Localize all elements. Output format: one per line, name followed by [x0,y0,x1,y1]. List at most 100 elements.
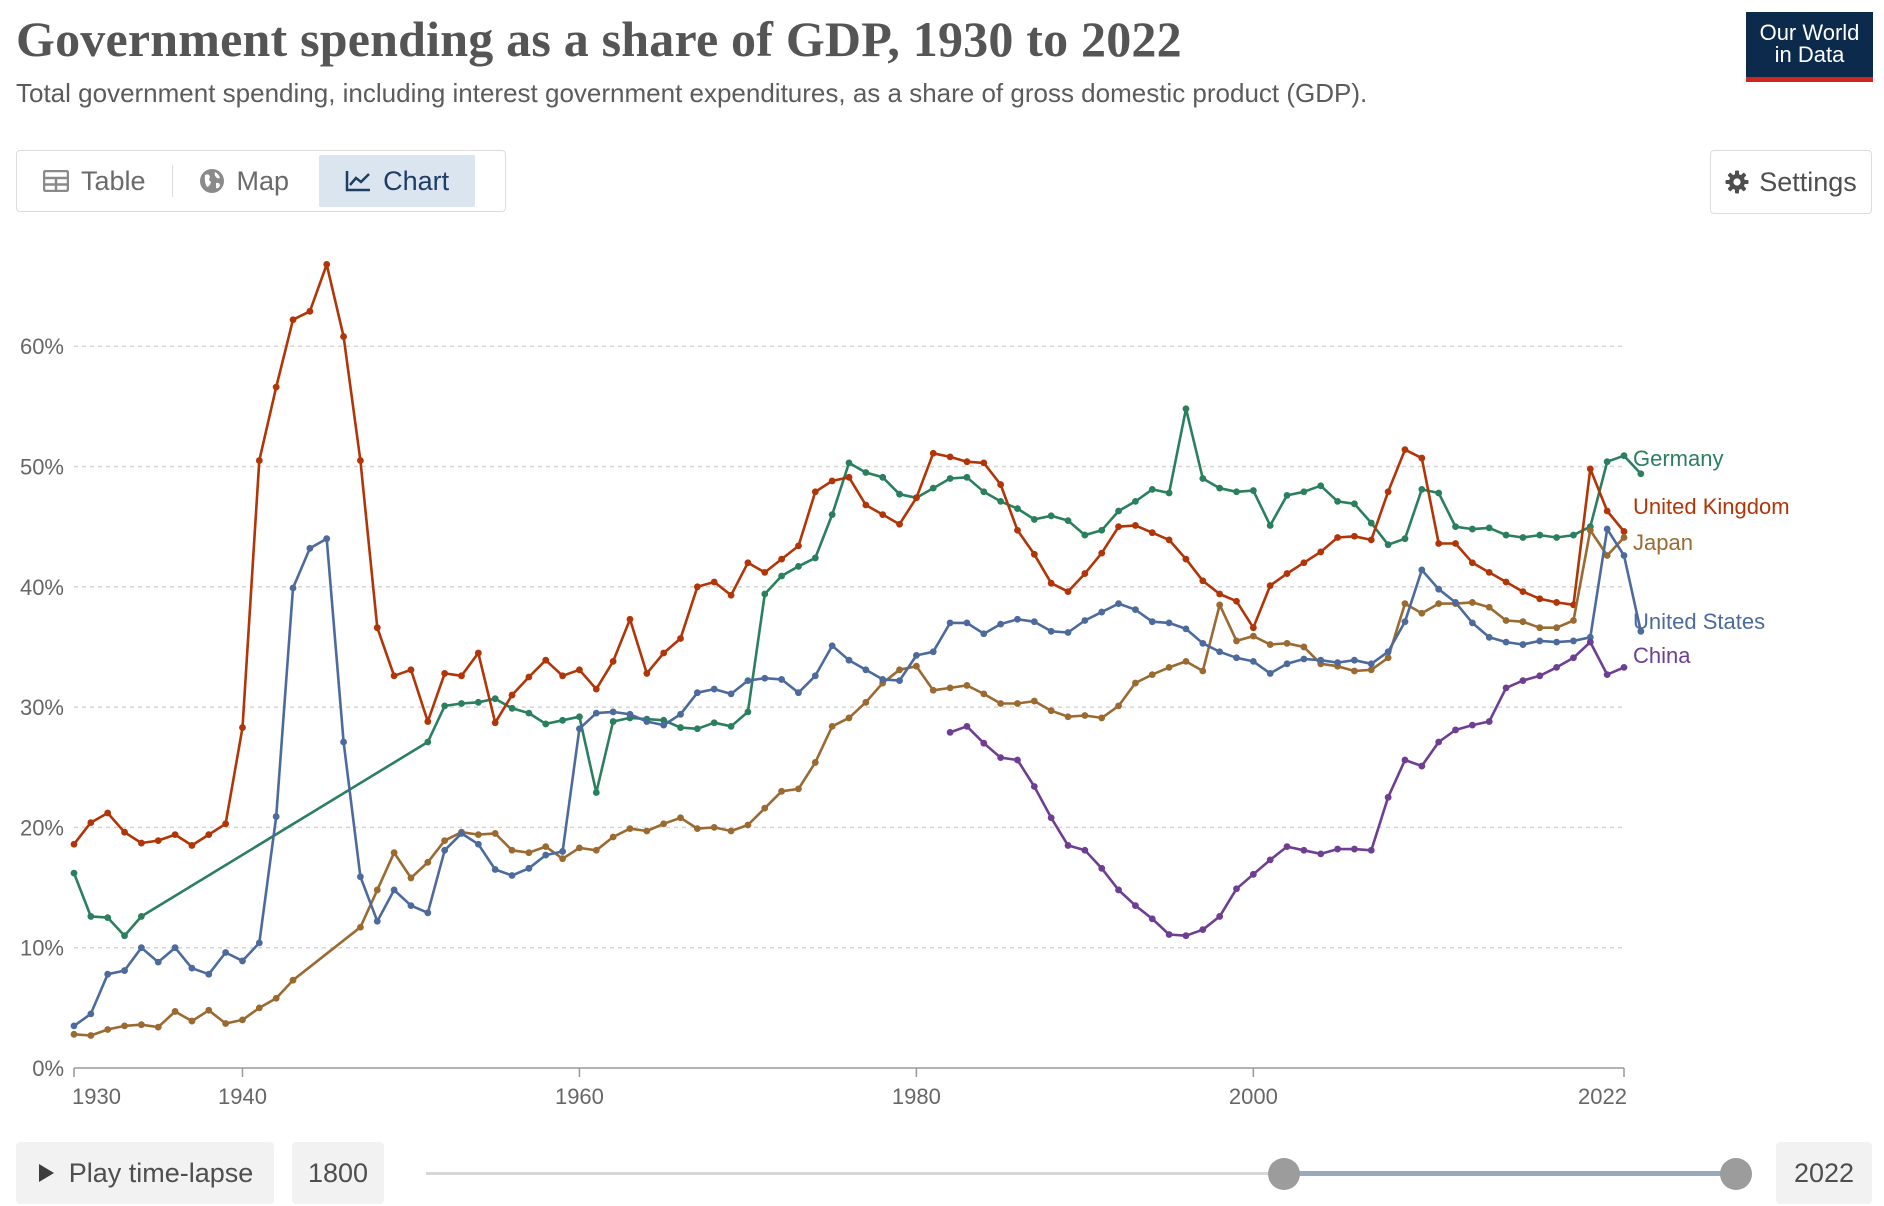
data-point-united-kingdom [1064,588,1072,596]
timeline-start-handle[interactable] [1268,1158,1301,1190]
data-point-united-kingdom [458,672,465,680]
timeline-track[interactable] [426,1172,1736,1175]
data-point-united-states [1317,656,1325,664]
data-point-japan [525,849,533,857]
data-point-united-states [609,708,617,716]
data-point-germany [592,789,600,796]
data-point-germany [458,700,465,707]
tab-table-label: Table [81,165,146,196]
data-point-china [1586,638,1594,646]
data-point-united-states [306,544,314,552]
data-point-germany [744,708,752,716]
gear-icon [1725,170,1749,194]
data-point-germany [828,511,836,519]
line-chart-icon [345,171,371,192]
data-point-united-kingdom [137,839,145,847]
settings-button[interactable]: Settings [1710,150,1872,214]
data-point-japan [121,1022,128,1030]
data-point-japan [491,830,499,837]
timeline-start-year[interactable]: 1800 [292,1142,384,1204]
data-point-united-states [373,917,381,925]
data-point-china [1452,726,1459,734]
data-point-japan [963,682,971,689]
data-point-japan [912,662,920,670]
data-point-united-states [491,866,499,873]
data-point-japan [1502,617,1510,624]
data-point-united-states [542,851,550,859]
data-point-germany [693,725,701,733]
y-tick-label: 20% [20,815,64,840]
data-point-united-kingdom [1115,523,1122,531]
data-point-united-states [879,676,887,683]
data-point-japan [289,976,297,984]
tab-map[interactable]: Map [173,151,316,211]
data-point-united-kingdom [407,666,415,674]
data-point-united-states [1334,659,1341,666]
data-point-united-kingdom [592,685,600,693]
data-point-united-states [660,721,668,729]
settings-label: Settings [1759,166,1857,197]
data-point-united-kingdom [1334,534,1341,541]
data-point-germany [1300,488,1308,496]
data-point-japan [70,1030,78,1038]
data-point-japan [1266,641,1274,648]
data-point-germany [1351,500,1358,508]
data-point-japan [1132,679,1139,687]
data-point-united-states [121,967,128,974]
data-point-china [1536,672,1544,680]
data-point-japan [1300,643,1308,651]
data-point-united-kingdom [828,477,836,485]
data-point-china [1064,842,1072,849]
data-point-united-kingdom [1014,526,1021,534]
play-timelapse-label: Play time-lapse [68,1157,254,1188]
data-point-china [1351,845,1358,853]
data-point-germany [1132,497,1139,505]
tab-table[interactable]: Table [17,151,172,211]
series-line-united-states [72,527,1643,1028]
data-point-united-states [929,648,937,656]
data-point-japan [761,804,769,812]
data-point-united-states [963,619,971,627]
data-point-united-states [255,939,263,947]
data-point-united-states [1519,641,1527,648]
data-point-united-kingdom [609,657,617,665]
data-point-japan [171,1008,179,1015]
play-timelapse-button[interactable]: Play time-lapse [16,1142,274,1204]
y-tick-label: 60% [20,334,64,359]
data-point-germany [1030,516,1038,523]
data-point-germany [1401,535,1409,543]
data-point-united-states [1132,606,1139,614]
data-point-japan [222,1020,230,1027]
data-point-germany [525,709,533,717]
data-point-united-states [1401,618,1409,626]
timeline-end-handle[interactable] [1720,1158,1752,1190]
data-point-united-kingdom [542,656,550,664]
data-point-united-kingdom [677,635,684,642]
data-point-united-kingdom [1047,579,1055,587]
data-point-germany [845,459,853,467]
data-point-united-kingdom [946,453,954,461]
data-point-china [1334,845,1341,853]
data-point-germany [980,488,988,496]
data-point-china [1266,856,1274,864]
data-point-united-kingdom [626,615,634,623]
data-point-united-states [1435,585,1443,593]
chart-subtitle: Total government spending, including int… [16,78,1368,108]
data-point-united-kingdom [525,673,533,681]
data-point-united-states [1367,660,1375,668]
data-point-germany [1367,519,1375,527]
data-point-japan [154,1023,162,1031]
data-point-united-kingdom [357,457,364,464]
tab-chart[interactable]: Chart [319,155,476,207]
data-point-germany [1334,497,1341,505]
data-point-germany [474,698,482,706]
timeline-end-year[interactable]: 2022 [1776,1142,1872,1204]
data-point-germany [1216,484,1224,492]
data-point-japan [1233,637,1240,645]
data-point-united-states [222,949,230,956]
data-point-united-kingdom [222,820,230,828]
data-point-united-kingdom [390,672,398,680]
owid-logo[interactable]: Our World in Data [1746,12,1873,82]
data-point-germany [1468,525,1476,533]
data-point-japan [188,1017,196,1025]
